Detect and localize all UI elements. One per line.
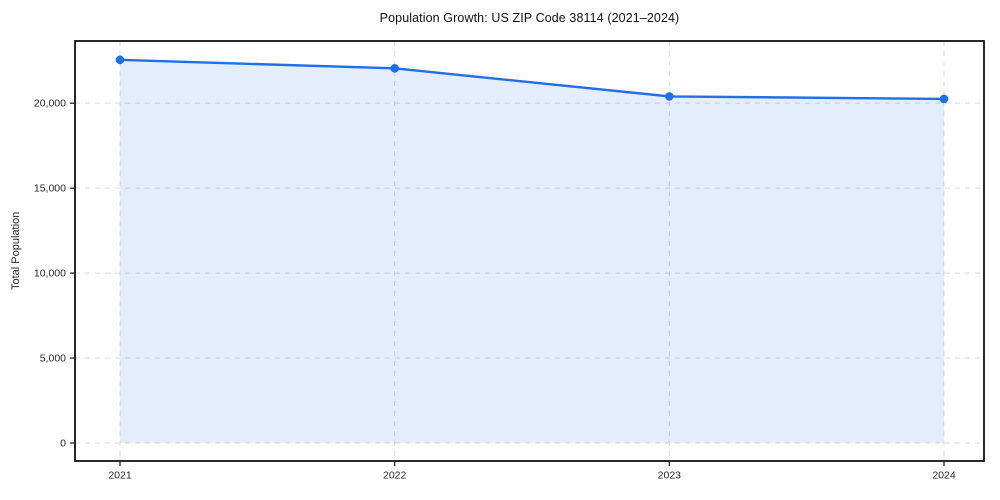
x-tick-label: 2023 [658,470,682,482]
data-point [939,94,949,104]
y-tick-label: 20,000 [34,98,66,110]
x-tick-label: 2021 [108,470,132,482]
data-point [390,64,399,73]
series-area [120,59,944,443]
tick-marks [70,102,945,466]
y-tick-label: 15,000 [34,183,66,195]
gridlines [75,41,984,461]
data-points [115,55,949,104]
x-tick-label: 2024 [932,470,956,482]
data-point [115,55,125,65]
series-line [118,58,946,101]
plot-border [74,40,985,462]
axes-spines [74,40,985,462]
area-fill [120,59,944,443]
y-tick-label: 10,000 [34,268,66,280]
data-point [665,92,674,101]
y-tick-label: 5,000 [40,353,66,365]
x-tick-label: 2022 [383,470,407,482]
chart-title: Population Growth: US ZIP Code 38114 (20… [379,11,680,25]
tick-labels: 0 5,000 10,000 15,000 20,000 2021 2022 2023 2024 [34,98,956,482]
data-line [118,58,946,101]
y-tick-label: 0 [60,437,66,449]
